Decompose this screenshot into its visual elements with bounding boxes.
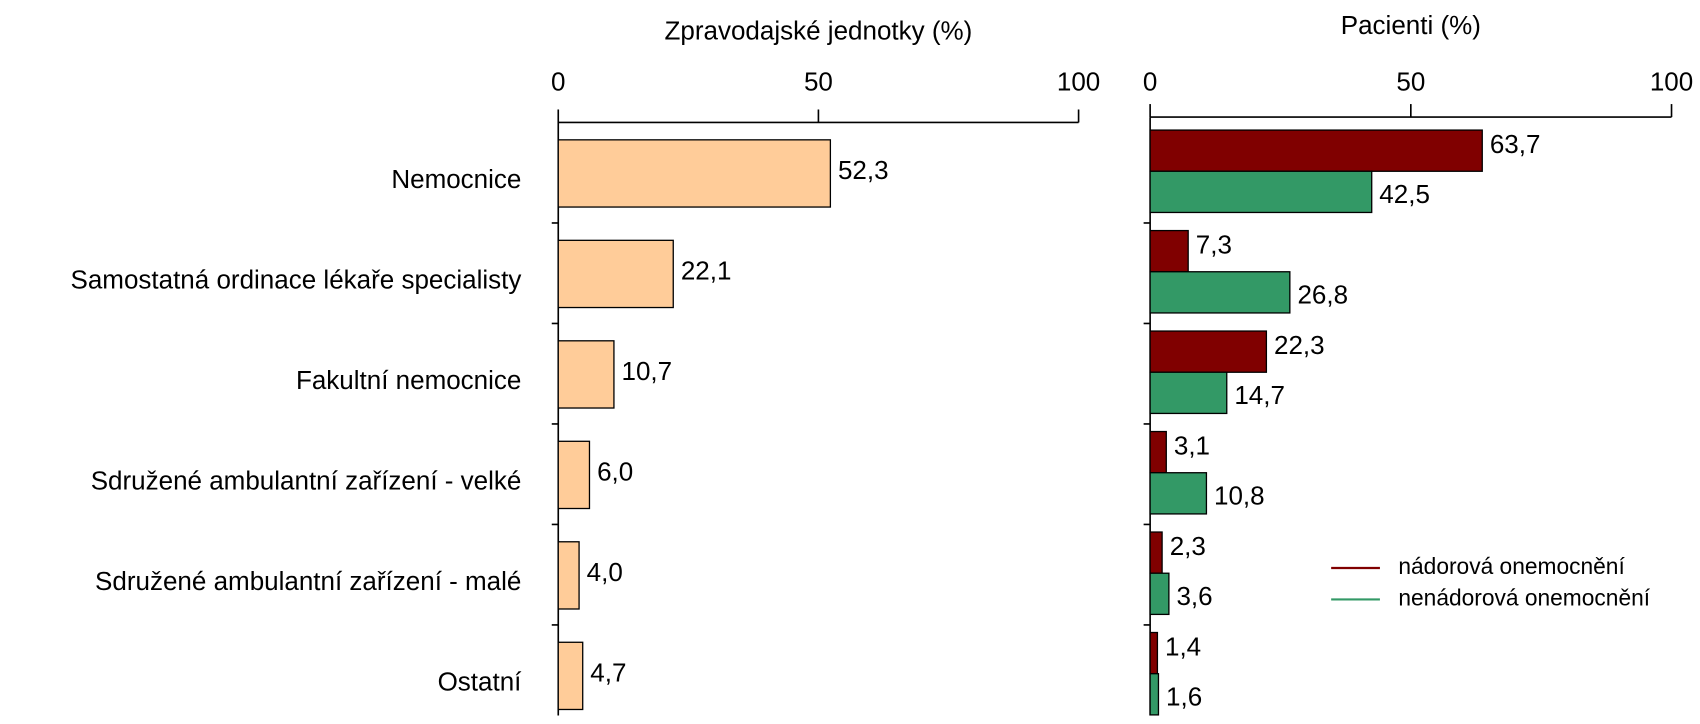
bar: [1149, 271, 1291, 314]
y-tick-label: Sdružené ambulantní zařízení - malé: [95, 566, 521, 596]
x-tick-label: 50: [804, 66, 833, 96]
bar: [557, 139, 832, 208]
value-label: 7,3: [1196, 230, 1232, 260]
y-tick-label: Nemocnice: [391, 164, 521, 194]
value-label: 4,0: [587, 557, 623, 587]
bar: [1149, 371, 1228, 415]
value-label: 6,0: [597, 457, 633, 487]
axis-title: Zpravodajské jednotky (%): [665, 15, 973, 45]
value-label: 63,7: [1490, 129, 1541, 159]
y-tick-label: Sdružené ambulantní zařízení - velké: [91, 465, 522, 495]
bar: [1149, 531, 1163, 574]
bar: [1149, 572, 1170, 616]
bar: [1149, 673, 1160, 716]
value-label: 26,8: [1297, 280, 1348, 310]
x-tick-label: 50: [1396, 66, 1425, 96]
bar: [557, 641, 584, 711]
bar: [1149, 330, 1268, 373]
value-label: 3,6: [1176, 581, 1212, 611]
y-tick-label: Ostatní: [438, 666, 523, 696]
bar: [1149, 129, 1483, 172]
value-label: 10,8: [1214, 481, 1265, 511]
axis-title: Pacienti (%): [1341, 10, 1481, 40]
legend-label: nádorová onemocnění: [1398, 553, 1625, 579]
bar: [1149, 170, 1373, 214]
value-label: 14,7: [1234, 380, 1285, 410]
value-label: 22,1: [681, 256, 732, 286]
bar: [1149, 472, 1208, 515]
bar: [1149, 631, 1159, 675]
bar: [1149, 229, 1189, 273]
value-label: 3,1: [1174, 431, 1210, 461]
value-label: 52,3: [838, 155, 889, 185]
y-tick-label: Samostatná ordinace lékaře specialisty: [70, 264, 521, 294]
bar: [1149, 430, 1167, 474]
y-tick-label: Fakultní nemocnice: [296, 365, 521, 395]
legend-label: nenádorová onemocnění: [1398, 584, 1650, 610]
bar: [557, 239, 674, 309]
x-tick-label: 100: [1650, 66, 1693, 96]
x-tick-label: 0: [551, 66, 565, 96]
value-label: 10,7: [622, 356, 673, 386]
bar: [557, 541, 580, 610]
value-label: 42,5: [1379, 179, 1430, 209]
x-tick-label: 100: [1057, 66, 1100, 96]
value-label: 2,3: [1170, 531, 1206, 561]
value-label: 1,6: [1166, 682, 1202, 712]
bar: [557, 340, 615, 409]
plot-area: Zpravodajské jednotky (%) 0 50 100 Nemocnice…: [70, 10, 1693, 716]
value-label: 4,7: [590, 658, 626, 688]
bar: [557, 440, 591, 510]
value-label: 22,3: [1274, 330, 1325, 360]
x-tick-label: 0: [1143, 66, 1157, 96]
value-label: 1,4: [1165, 632, 1201, 662]
